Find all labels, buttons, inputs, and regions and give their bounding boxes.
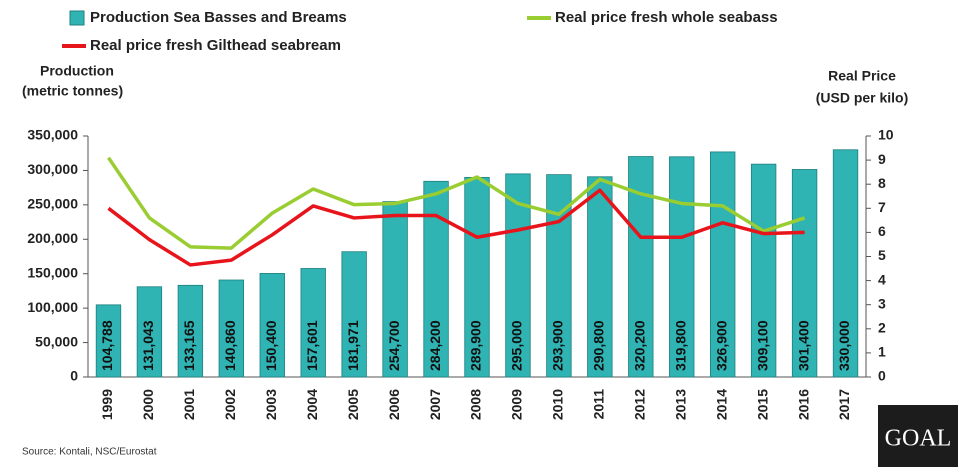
x-tick-label: 2010 — [550, 389, 566, 420]
bar-label: 309,100 — [754, 320, 770, 371]
x-tick-label: 2012 — [631, 389, 647, 420]
x-tick-label: 1999 — [99, 389, 115, 420]
x-tick-label: 2008 — [468, 389, 484, 420]
y2-tick-label: 9 — [878, 151, 886, 167]
bar — [669, 156, 695, 378]
bar — [464, 176, 490, 378]
x-tick-label: 2004 — [304, 389, 320, 420]
bar — [259, 273, 285, 378]
bar-label: 157,601 — [304, 320, 320, 371]
y2-tick-label: 4 — [878, 271, 886, 287]
x-tick-label: 2001 — [181, 389, 197, 420]
logo: GOAL — [885, 426, 952, 452]
y-tick-label: 100,000 — [27, 299, 78, 315]
bar — [136, 286, 163, 378]
bar-label: 290,800 — [591, 320, 607, 371]
y2-tick-label: 1 — [878, 344, 886, 360]
bar-label: 104,788 — [99, 320, 115, 371]
bar-label: 295,000 — [509, 320, 525, 371]
bar — [300, 268, 326, 378]
bar — [341, 251, 367, 378]
y2-tick-label: 6 — [878, 223, 886, 239]
x-tick-label: 2011 — [591, 389, 607, 420]
bar-label: 330,000 — [836, 320, 852, 371]
y2-tick-label: 2 — [878, 320, 886, 336]
y2-tick-label: 5 — [878, 247, 886, 263]
bar-label: 319,800 — [672, 320, 688, 371]
y2-axis-label: Real Price — [828, 68, 896, 84]
x-tick-label: 2014 — [713, 389, 729, 420]
logo-box — [878, 405, 958, 467]
bar-label: 131,043 — [140, 320, 156, 371]
bar — [750, 163, 777, 378]
y-tick-label: 0 — [70, 368, 78, 384]
bar-label: 133,165 — [181, 320, 197, 371]
x-tick-label: 2013 — [672, 389, 688, 420]
bar-label: 254,700 — [386, 320, 402, 371]
y2-tick-label: 0 — [878, 368, 886, 384]
bar-label: 301,400 — [795, 320, 811, 371]
legend-label: Real price fresh whole seabass — [555, 9, 778, 26]
y2-tick-label: 10 — [878, 127, 894, 143]
bar-label: 326,900 — [713, 320, 729, 371]
y2-tick-label: 7 — [878, 199, 886, 215]
y-tick-label: 250,000 — [27, 196, 78, 212]
bar-label: 181,971 — [345, 320, 361, 371]
bar — [382, 201, 408, 378]
y-tick-label: 200,000 — [27, 230, 78, 246]
y-tick-label: 350,000 — [27, 127, 78, 143]
bar-label: 284,200 — [427, 320, 443, 371]
bar-label: 150,400 — [263, 320, 279, 371]
x-tick-label: 2016 — [795, 389, 811, 420]
line — [107, 156, 806, 250]
bar — [505, 173, 531, 378]
x-tick-label: 2009 — [509, 389, 525, 420]
y-axis-label: Production — [40, 63, 114, 79]
bar — [177, 284, 204, 378]
bar-label: 320,200 — [631, 320, 647, 371]
x-tick-label: 2006 — [386, 389, 402, 420]
x-tick-label: 2015 — [754, 389, 770, 420]
x-tick-label: 2007 — [427, 389, 443, 420]
line — [107, 188, 805, 267]
bar — [95, 304, 122, 378]
y-tick-label: 300,000 — [27, 161, 78, 177]
source: Source: Kontali, NSC/Eurostat — [22, 447, 157, 458]
x-tick-label: 2003 — [263, 389, 279, 420]
y2-axis-label: (USD per kilo) — [816, 90, 909, 106]
legend-swatch — [69, 10, 85, 26]
y-tick-label: 50,000 — [35, 333, 78, 349]
y2-tick-label: 3 — [878, 295, 886, 311]
y-tick-label: 150,000 — [27, 264, 78, 280]
bar-label: 140,860 — [222, 320, 238, 371]
bar — [791, 169, 818, 378]
x-tick-label: 2002 — [222, 389, 238, 420]
legend-label: Production Sea Basses and Breams — [90, 9, 347, 26]
y2-tick-label: 8 — [878, 175, 886, 191]
bar — [587, 176, 613, 378]
bar-label: 293,900 — [550, 320, 566, 371]
x-tick-label: 2005 — [345, 389, 361, 420]
bar — [218, 279, 245, 378]
x-tick-label: 2000 — [140, 389, 156, 420]
bar — [710, 151, 736, 378]
y-axis-label: (metric tonnes) — [22, 83, 123, 99]
x-tick-label: 2017 — [836, 389, 852, 420]
legend-label: Real price fresh Gilthead seabream — [90, 37, 341, 54]
bar-label: 289,900 — [468, 320, 484, 371]
bar — [832, 149, 859, 378]
